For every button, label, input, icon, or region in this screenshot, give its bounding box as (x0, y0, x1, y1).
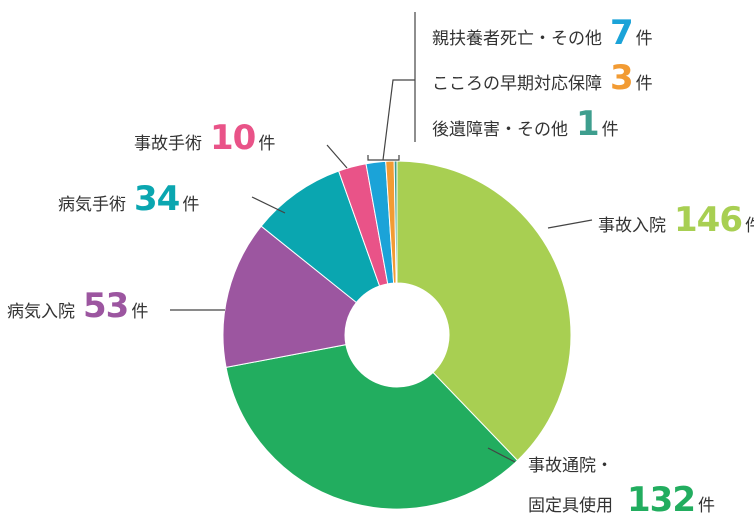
donut-slice-3 (222, 225, 358, 368)
leader-lines (170, 12, 593, 463)
leader-line-byoki-shujutsu (251, 196, 286, 214)
label-value: 7 (610, 13, 634, 53)
label-name: こころの早期対応保障 (432, 74, 602, 94)
label-jiko-shujutsu: 事故手術 10 件 (134, 121, 275, 155)
leader-line-jiko-tsuin (487, 447, 516, 463)
label-value: 53 (83, 286, 129, 326)
label-value: 3 (610, 58, 634, 98)
label-jiko-tsuin-line1: 事故通院・ (528, 456, 613, 476)
label-unit: 件 (744, 216, 754, 236)
label-kokoro: こころの早期対応保障 3 件 (432, 61, 653, 95)
label-value: 132 (627, 480, 696, 520)
label-unit: 件 (635, 29, 653, 49)
label-unit: 件 (697, 496, 715, 516)
label-value: 146 (674, 200, 743, 240)
leader-line-jiko-shujutsu (326, 144, 348, 169)
label-byoki-shujutsu: 病気手術 34 件 (58, 182, 199, 216)
label-name: 病気手術 (58, 195, 126, 215)
label-koi-shogai: 後遺障害・その他 1 件 (432, 107, 619, 141)
label-unit: 件 (635, 74, 653, 94)
label-jiko-tsuin: 固定具使用 132 件 (528, 483, 715, 517)
label-byoki-nyuin: 病気入院 53 件 (7, 289, 148, 323)
leader-line-small-slices (382, 79, 415, 161)
label-name: 親扶養者死亡・その他 (432, 29, 602, 49)
leader-line-jiko-nyuin (547, 219, 593, 229)
label-name: 後遺障害・その他 (432, 120, 568, 140)
donut-slice-8 (393, 160, 398, 284)
label-unit: 件 (182, 195, 200, 215)
donut-slice-1 (396, 160, 572, 462)
label-name: 病気入院 (7, 302, 75, 322)
label-unit: 件 (131, 302, 149, 322)
label-value: 34 (134, 179, 180, 219)
label-value: 1 (576, 104, 600, 144)
label-unit: 件 (258, 134, 276, 154)
label-name: 事故手術 (134, 134, 202, 154)
label-jiko-nyuin: 事故入院 146 件 (598, 203, 754, 237)
donut-slices (222, 160, 572, 510)
label-unit: 件 (601, 120, 619, 140)
label-name: 事故入院 (598, 216, 666, 236)
label-oya-fuyosha: 親扶養者死亡・その他 7 件 (432, 16, 653, 50)
label-name: 固定具使用 (528, 496, 613, 516)
donut-slice-2 (225, 344, 519, 510)
label-value: 10 (210, 118, 256, 158)
